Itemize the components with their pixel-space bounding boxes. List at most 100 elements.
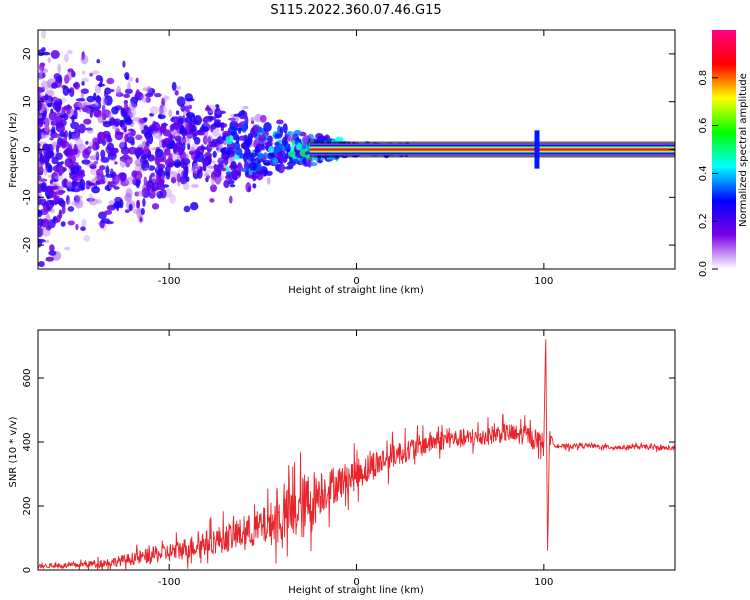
heatmap-cell: [188, 104, 192, 110]
heatmap-cell: [135, 77, 139, 84]
colorbar: 0.0 0.2 0.4 0.6 0.8 Normalized spectral ampl…: [698, 30, 749, 277]
heatmap-cell: [203, 135, 208, 145]
heatmap-cell: [93, 160, 99, 165]
heatmap-cell: [229, 164, 238, 170]
heatmap-cell: [63, 149, 72, 156]
heatmap-cell: [46, 194, 50, 200]
heatmap-cell: [126, 176, 136, 181]
heatmap-cell: [151, 130, 156, 135]
heatmap-cell: [92, 136, 98, 143]
figure-title: S115.2022.360.07.46.G15: [270, 3, 441, 18]
snr-x-label: Height of straight line (km): [288, 585, 424, 596]
heatmap-cell: [233, 141, 241, 150]
heatmap-cell: [125, 188, 133, 198]
heatmap-cell: [112, 174, 120, 185]
heatmap-cell: [75, 137, 84, 148]
heatmap-cell: [195, 151, 205, 163]
heatmap-cell: [249, 161, 257, 171]
heatmap-cell: [316, 160, 323, 164]
heatmap-cell: [130, 96, 139, 105]
heatmap-cell: [101, 138, 107, 146]
heatmap-cell: [86, 127, 94, 134]
heatmap-cell: [214, 107, 222, 119]
heatmap-cell: [225, 165, 229, 172]
spectrogram-y-tick-label: 20: [22, 48, 33, 61]
heatmap-cell: [158, 105, 168, 115]
heatmap-cell: [210, 184, 217, 193]
heatmap-cell: [38, 164, 44, 174]
heatmap-cell: [67, 187, 75, 192]
heatmap-cell: [151, 203, 160, 210]
heatmap-cell: [207, 165, 215, 169]
heatmap-cell: [61, 203, 66, 215]
heatmap-cell: [63, 178, 68, 189]
heatmap-cell: [142, 87, 150, 92]
heatmap-cell: [53, 195, 60, 201]
heatmap-cell: [216, 163, 224, 169]
heatmap-cell: [158, 113, 162, 119]
heatmap-cell: [149, 112, 155, 117]
snr-panel: -100 0 100 0 200 400 600 Height of straight li…: [8, 329, 676, 596]
heatmap-cell: [287, 150, 296, 158]
heatmap-cell: [63, 105, 73, 111]
heatmap-cell: [220, 126, 224, 132]
heatmap-cell: [247, 186, 252, 192]
heatmap-cell: [204, 169, 212, 173]
heatmap-cell: [286, 131, 295, 136]
heatmap-cell: [191, 166, 195, 173]
spectrogram-heatmap: [38, 30, 675, 268]
heatmap-cell: [276, 119, 284, 125]
heatmap-cell: [225, 134, 234, 145]
heatmap-cell: [160, 175, 167, 180]
colorbar-tick-label: 0.8: [698, 70, 709, 86]
heatmap-cell: [43, 110, 47, 117]
heatmap-cell: [127, 77, 134, 82]
heatmap-cell: [272, 157, 279, 165]
heatmap-cell: [164, 148, 171, 156]
heatmap-cell: [206, 104, 210, 111]
heatmap-cell: [102, 102, 106, 113]
heatmap-cell: [42, 228, 51, 237]
heatmap-cell: [185, 112, 195, 118]
heatmap-cell: [39, 152, 44, 161]
heatmap-cell: [170, 171, 177, 175]
heatmap-cell: [46, 125, 50, 136]
heatmap-cell: [81, 77, 90, 82]
heatmap-spike: [534, 130, 540, 169]
heatmap-cell: [65, 142, 71, 148]
heatmap-cell: [251, 171, 257, 182]
heatmap-cell: [136, 199, 141, 209]
heatmap-cell: [215, 104, 220, 108]
heatmap-cell: [67, 220, 76, 226]
heatmap-cell: [147, 154, 155, 162]
heatmap-cell: [257, 152, 264, 160]
heatmap-cell: [42, 127, 48, 133]
heatmap-cell: [38, 127, 43, 135]
heatmap-cell: [85, 107, 91, 114]
heatmap-cell: [67, 199, 71, 205]
heatmap-cell: [117, 89, 122, 98]
heatmap-cell: [142, 117, 148, 122]
heatmap-cell: [96, 199, 102, 204]
heatmap-cell: [173, 120, 180, 131]
heatmap-cell: [73, 128, 81, 139]
snr-x-tick-label: -100: [158, 577, 181, 588]
heatmap-cell: [225, 171, 232, 176]
heatmap-cell: [211, 127, 220, 137]
heatmap-cell: [190, 184, 199, 188]
heatmap-cell: [260, 114, 267, 123]
snr-y-tick-label: 0: [22, 567, 33, 573]
colorbar-gradient: [712, 30, 736, 269]
heatmap-cell: [257, 158, 261, 165]
heatmap-cell: [135, 89, 141, 100]
heatmap-cell: [121, 124, 127, 131]
heatmap-cell: [287, 134, 294, 143]
heatmap-cell: [210, 124, 214, 133]
spectrogram-y-tick-label: 10: [22, 95, 33, 108]
heatmap-cell: [87, 104, 96, 109]
heatmap-cell: [102, 121, 112, 128]
heatmap-cell: [184, 116, 193, 124]
heatmap-cell: [242, 105, 249, 110]
heatmap-cell: [124, 72, 130, 80]
heatmap-cell: [55, 124, 65, 133]
